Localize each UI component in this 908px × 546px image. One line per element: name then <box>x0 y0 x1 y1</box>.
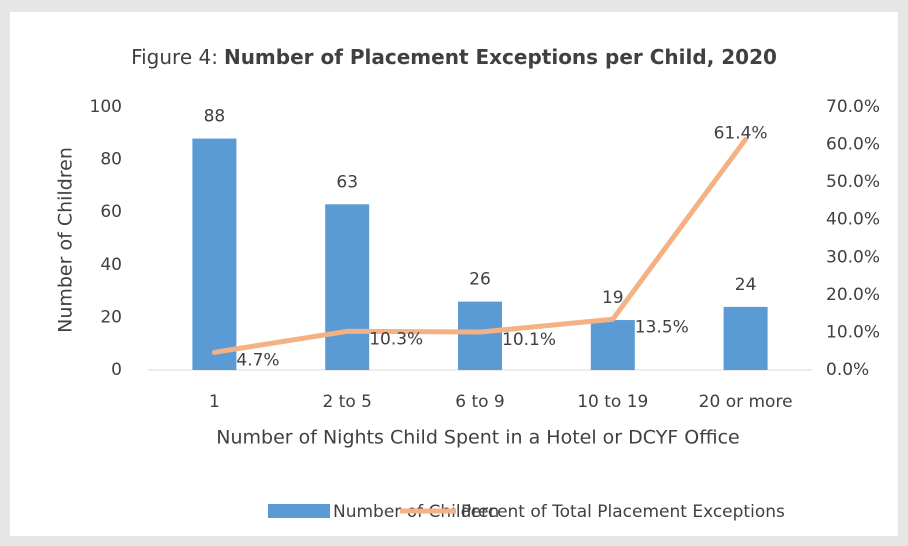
bar-value-label: 26 <box>469 270 491 290</box>
x-axis-title: Number of Nights Child Spent in a Hotel … <box>216 427 740 449</box>
y2-tick-label: 50.0% <box>826 172 880 192</box>
x-tick-label: 20 or more <box>699 392 793 412</box>
y2-tick-label: 30.0% <box>826 247 880 267</box>
bar <box>325 204 370 370</box>
y2-tick-label: 10.0% <box>826 322 880 342</box>
y2-tick-label: 0.0% <box>826 360 869 380</box>
chart-panel <box>10 12 898 536</box>
title-text: Number of Placement Exceptions per Child… <box>224 45 777 69</box>
line <box>211 136 749 355</box>
y2-tick-label: 20.0% <box>826 285 880 305</box>
bar-value-label: 63 <box>336 172 358 192</box>
x-tick-label: 6 to 9 <box>455 392 505 412</box>
y-tick-label: 20 <box>100 307 122 327</box>
bar-value-label: 88 <box>204 107 226 127</box>
line-value-label: 61.4% <box>714 123 768 143</box>
y2-tick-label: 40.0% <box>826 210 880 230</box>
y-tick-label: 80 <box>100 150 122 170</box>
y-axis-title: Number of Children <box>55 147 77 333</box>
line-value-label: 13.5% <box>635 317 689 337</box>
legend-label: Percent of Total Placement Exceptions <box>461 502 785 522</box>
title-label: Figure 4: <box>131 45 218 69</box>
y2-tick-label: 60.0% <box>826 135 880 155</box>
line-value-label: 4.7% <box>236 350 279 370</box>
bar <box>192 138 237 370</box>
y2-tick-label: 70.0% <box>826 97 880 117</box>
bar-value-label: 19 <box>602 288 624 308</box>
legend-swatch <box>268 504 330 518</box>
x-tick-label: 1 <box>209 392 220 412</box>
bar <box>590 320 635 370</box>
x-tick-label: 2 to 5 <box>322 392 372 412</box>
bar-value-label: 24 <box>735 275 757 295</box>
x-tick-label: 10 to 19 <box>577 392 648 412</box>
line-value-label: 10.3% <box>369 329 423 349</box>
line-value-label: 10.1% <box>502 330 556 350</box>
y-tick-label: 0 <box>111 360 122 380</box>
bar <box>723 306 768 370</box>
y-tick-label: 40 <box>100 255 122 275</box>
bar <box>458 301 502 370</box>
y-tick-label: 100 <box>90 97 122 117</box>
chart-title: Figure 4: Number of Placement Exceptions … <box>131 45 777 69</box>
y-tick-label: 60 <box>100 202 122 222</box>
